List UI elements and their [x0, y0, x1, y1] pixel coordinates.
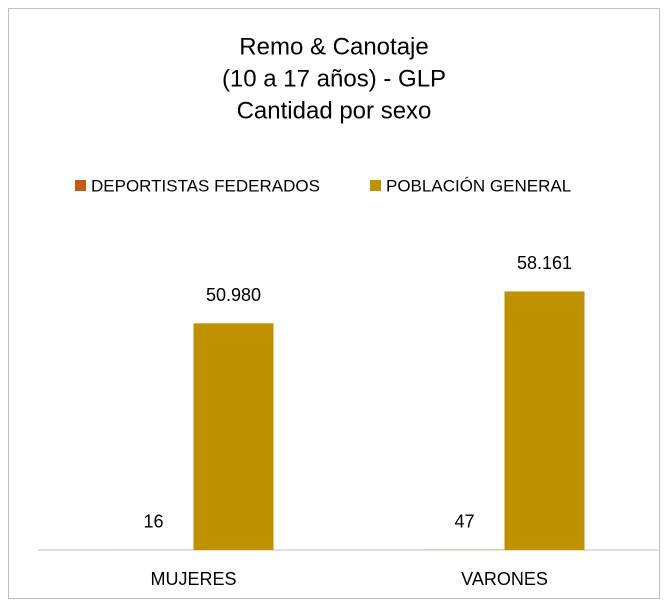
chart-title: Cantidad por sexo — [237, 97, 432, 124]
legend-label: POBLACIÓN GENERAL — [386, 176, 571, 195]
chart-title: (10 a 17 años) - GLP — [222, 65, 446, 92]
data-label: 47 — [454, 512, 474, 532]
chart-title: Remo & Canotaje — [239, 33, 428, 60]
x-tick-label: MUJERES — [150, 569, 236, 589]
legend-swatch — [370, 180, 381, 191]
data-label: 58.161 — [517, 253, 572, 273]
x-tick-label: VARONES — [461, 569, 548, 589]
data-label: 50.980 — [206, 285, 261, 305]
data-label: 16 — [143, 512, 163, 532]
bar — [504, 291, 585, 550]
legend-label: DEPORTISTAS FEDERADOS — [91, 176, 320, 195]
bar — [193, 323, 274, 550]
legend-swatch — [75, 180, 86, 191]
